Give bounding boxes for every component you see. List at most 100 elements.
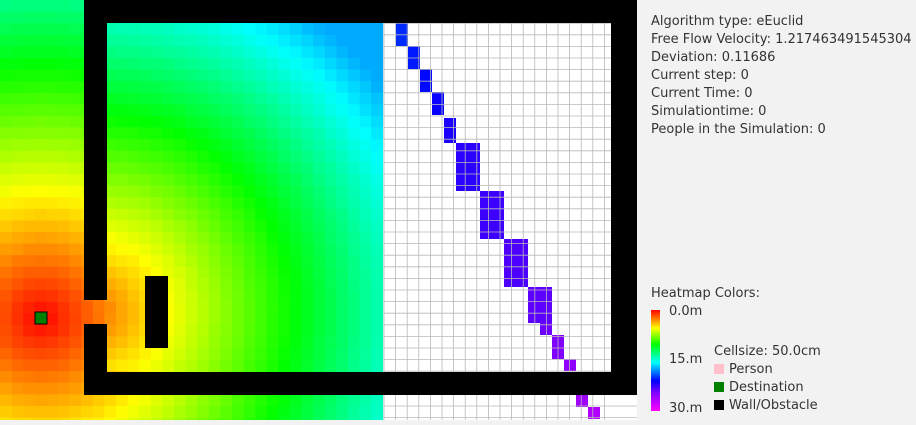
heatmap-cell bbox=[150, 406, 163, 418]
heatmap-cell bbox=[174, 23, 186, 36]
heatmap-cell bbox=[69, 382, 82, 395]
heatmap-cell bbox=[208, 266, 221, 279]
heatmap-cell bbox=[150, 127, 163, 140]
heatmap-cell bbox=[139, 243, 152, 256]
heatmap-cell bbox=[0, 406, 12, 418]
heatmap-cell bbox=[313, 406, 326, 418]
heatmap-cell bbox=[34, 290, 47, 302]
heatmap-cell bbox=[46, 23, 59, 36]
heatmap-cell bbox=[197, 243, 210, 256]
top-wall bbox=[84, 0, 637, 23]
heatmap-cell bbox=[208, 127, 221, 140]
heatmap-cell bbox=[197, 266, 210, 279]
heatmap-cell bbox=[301, 394, 314, 407]
heatmap-cell bbox=[336, 185, 349, 198]
heatmap-cell bbox=[150, 220, 163, 233]
heatmap-cell bbox=[174, 185, 186, 198]
heatmap-cell bbox=[174, 139, 186, 152]
heatmap-cell bbox=[324, 23, 337, 36]
heatmap-cell bbox=[220, 290, 233, 302]
heatmap-cell bbox=[174, 116, 186, 128]
heatmap-cell bbox=[336, 92, 349, 105]
heatmap-cell bbox=[104, 23, 117, 36]
heatmap-cell bbox=[348, 185, 360, 198]
heatmap-cell bbox=[104, 174, 117, 186]
heatmap-cell bbox=[58, 116, 70, 128]
wall-swatch-icon bbox=[714, 400, 724, 410]
heatmap-cell bbox=[116, 116, 128, 128]
heatmap-cell bbox=[116, 81, 128, 94]
heatmap-cell bbox=[174, 324, 186, 337]
heatmap-cell bbox=[58, 11, 70, 24]
heatmap-cell bbox=[23, 336, 36, 349]
heatmap-cell bbox=[243, 197, 256, 210]
heatmap-cell bbox=[69, 324, 82, 337]
heatmap-cell bbox=[69, 313, 82, 326]
heatmap-cell bbox=[232, 278, 244, 291]
heatmap-cell bbox=[0, 69, 12, 82]
heatmap-cell bbox=[23, 0, 36, 12]
heatmap-cell bbox=[336, 46, 349, 59]
heatmap-cell bbox=[46, 104, 59, 117]
heatmap-cell bbox=[208, 394, 221, 407]
path-cell bbox=[432, 92, 444, 115]
heatmap-cell bbox=[139, 406, 152, 418]
heatmap-cell bbox=[290, 243, 302, 256]
heatmap-cell bbox=[220, 232, 233, 244]
heatmap-cell bbox=[127, 23, 140, 36]
heatmap-cell bbox=[0, 220, 12, 233]
heatmap-cell bbox=[290, 336, 302, 349]
legend-wall-label: Wall/Obstacle bbox=[729, 398, 818, 413]
heatmap-cell bbox=[313, 301, 326, 314]
heatmap-cell bbox=[371, 104, 384, 117]
heatmap-cell bbox=[11, 417, 24, 420]
heatmap-cell bbox=[208, 406, 221, 418]
heatmap-cell bbox=[232, 34, 244, 47]
heatmap-cell bbox=[336, 417, 349, 420]
heatmap-cell bbox=[371, 243, 384, 256]
heatmap-cell bbox=[34, 197, 47, 210]
heatmap-cell bbox=[290, 266, 302, 279]
heatmap-cell bbox=[371, 255, 384, 268]
heatmap-cell bbox=[185, 92, 198, 105]
heatmap-cell bbox=[290, 162, 302, 175]
heatmap-cell bbox=[301, 406, 314, 418]
heatmap-cell bbox=[359, 301, 372, 314]
heatmap-cell bbox=[208, 232, 221, 244]
heatmap-cell bbox=[139, 208, 152, 221]
heatmap-cell bbox=[301, 359, 314, 372]
destination-marker[interactable] bbox=[34, 311, 48, 325]
heatmap-cell bbox=[197, 197, 210, 210]
heatmap-cell bbox=[336, 58, 349, 70]
heatmap-cell bbox=[255, 324, 268, 337]
heatmap-cell bbox=[185, 34, 198, 47]
heatmap-cell bbox=[139, 394, 152, 407]
heatmap-cell bbox=[359, 69, 372, 82]
heatmap-cell bbox=[0, 197, 12, 210]
heatmap-cell bbox=[371, 116, 384, 128]
heatmap-cell bbox=[162, 220, 175, 233]
simulation-grid[interactable] bbox=[0, 0, 637, 420]
heatmap-cell bbox=[232, 359, 244, 372]
heatmap-cell bbox=[255, 417, 268, 420]
heatmap-cell bbox=[116, 220, 128, 233]
heatmap-cell bbox=[23, 208, 36, 221]
heatmap-cell bbox=[220, 220, 233, 233]
heatmap-cell bbox=[0, 278, 12, 291]
path-cell bbox=[420, 69, 432, 92]
heatmap-cell bbox=[208, 46, 221, 59]
heatmap-cell bbox=[359, 417, 372, 420]
heatmap-cell bbox=[0, 174, 12, 186]
heatmap-cell bbox=[208, 220, 221, 233]
heatmap-cell bbox=[46, 232, 59, 244]
heatmap-cell bbox=[220, 313, 233, 326]
heatmap-cell bbox=[104, 278, 117, 291]
heatmap-cell bbox=[46, 382, 59, 395]
heatmap-cell bbox=[348, 34, 360, 47]
heatmap-cell bbox=[336, 301, 349, 314]
heatmap-cell bbox=[46, 46, 59, 59]
heatmap-cell bbox=[58, 243, 70, 256]
heatmap-cell bbox=[290, 313, 302, 326]
heatmap-cell bbox=[348, 406, 360, 418]
heatmap-cell bbox=[290, 348, 302, 360]
